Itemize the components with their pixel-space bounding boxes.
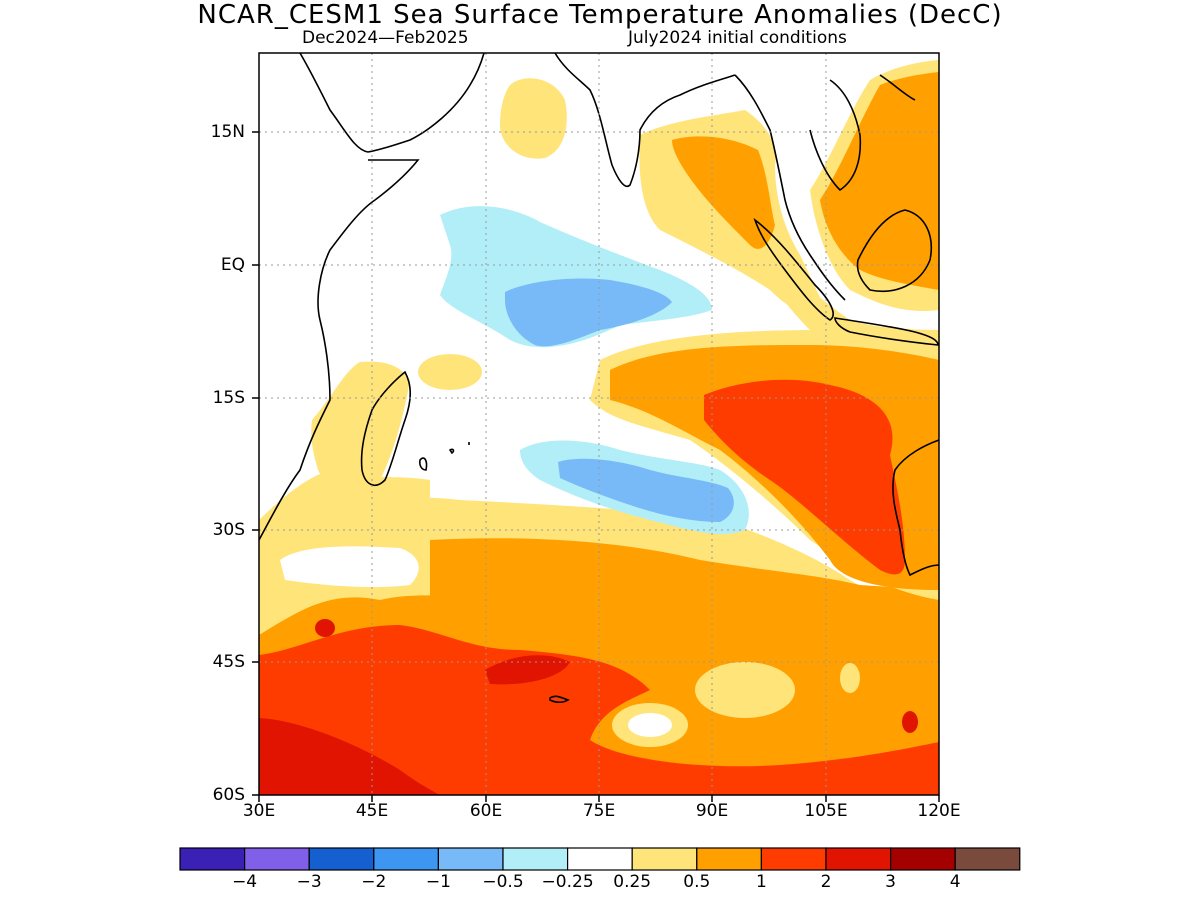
subtitle-initial-conditions: July2024 initial conditions	[628, 28, 847, 48]
colorbar-label: −0.5	[482, 872, 524, 892]
anomaly-region-light-arabian-sea	[500, 78, 567, 159]
x-tick-105e: 105E	[804, 801, 848, 821]
colorbar-swatch	[179, 847, 246, 871]
x-tick-75e: 75E	[582, 801, 616, 821]
anomaly-region-light-madagascar	[311, 361, 410, 493]
anomaly-region-orange-bay-of-bengal	[672, 136, 775, 249]
anomaly-spot-darkred-1	[315, 619, 335, 637]
y-tick-eq: EQ	[220, 255, 245, 275]
anomaly-region-light-sumatra	[760, 250, 939, 347]
coastline-philippines-vietnam	[809, 74, 916, 192]
anomaly-region-orange-west-pacific	[820, 72, 939, 290]
coastline-sumatra	[753, 217, 834, 321]
anomaly-region-orange-south-2	[430, 538, 939, 640]
anomaly-region-cool-equatorial-inner	[505, 278, 672, 347]
anomaly-region-darkred-patch	[485, 655, 570, 685]
colorbar-swatch	[566, 847, 633, 871]
colorbar-label: −4	[232, 872, 258, 892]
colorbar-swatch	[889, 847, 956, 871]
colorbar-swatch	[437, 847, 504, 871]
coastline-madagascar	[360, 370, 412, 486]
x-tick-120e: 120E	[917, 801, 961, 821]
anomaly-region-white-patch	[628, 713, 672, 737]
colorbar-label: −2	[361, 872, 387, 892]
coastline-australia	[892, 439, 939, 577]
colorbar-swatch	[760, 847, 827, 871]
coastline-small-islands	[419, 442, 470, 471]
colorbar-label: 1	[755, 872, 767, 892]
colorbar-swatch	[373, 847, 439, 871]
coastline-kerguelen	[549, 695, 570, 704]
x-tick-30e: 30E	[242, 801, 276, 821]
chart-title: NCAR_CESM1 Sea Surface Temperature Anoma…	[197, 0, 1003, 30]
anomaly-region-cool-south-inner	[558, 458, 734, 522]
coastline-borneo	[856, 209, 932, 292]
colorbar-label: −0.25	[541, 872, 594, 892]
coastline-india	[554, 53, 736, 187]
anomaly-region-light-patch-3	[840, 663, 860, 693]
coastline-java	[834, 317, 939, 346]
x-tick-90e: 90E	[695, 801, 729, 821]
anomaly-region-light-patch-1	[695, 662, 795, 718]
y-tick-45s: 45S	[212, 652, 245, 672]
colorbar-label: −1	[425, 872, 451, 892]
colorbar-swatch	[954, 847, 1021, 871]
anomaly-region-darkred-south	[259, 718, 440, 795]
colorbar-swatch	[631, 847, 698, 871]
coastline-africa-arabia	[259, 53, 485, 541]
anomaly-region-light-west-patch	[418, 354, 482, 390]
anomaly-region-white-sw	[280, 546, 419, 588]
subtitle-season: Dec2024—Feb2025	[302, 28, 469, 48]
colorbar-label: −3	[296, 872, 322, 892]
colorbar-label: 3	[885, 872, 897, 892]
coastline-southeast-asia	[734, 74, 846, 301]
colorbar-label: 0.5	[683, 872, 711, 892]
colorbar-label: 2	[820, 872, 832, 892]
x-tick-60e: 60E	[469, 801, 503, 821]
colorbar-swatch	[825, 847, 892, 871]
anomaly-region-red-south	[259, 625, 939, 795]
gridlines	[259, 53, 939, 795]
colorbar-swatch	[308, 847, 375, 871]
anomaly-spot-darkred-2	[902, 711, 918, 733]
coastlines	[259, 53, 939, 704]
anomaly-region-red-east	[704, 379, 905, 575]
axis-ticks	[252, 131, 940, 802]
y-tick-15n: 15N	[210, 122, 245, 142]
colorbar-swatch	[244, 847, 310, 871]
colorbar-swatch	[502, 847, 569, 871]
y-tick-15s: 15S	[212, 388, 245, 408]
colorbar-label: 4	[949, 872, 961, 892]
x-tick-45e: 45E	[355, 801, 389, 821]
colorbar-label: 0.25	[613, 872, 652, 892]
y-tick-30s: 30S	[212, 520, 245, 540]
colorbar-swatch	[696, 847, 762, 871]
y-tick-60s: 60S	[212, 785, 245, 805]
colorbar	[179, 847, 1021, 871]
